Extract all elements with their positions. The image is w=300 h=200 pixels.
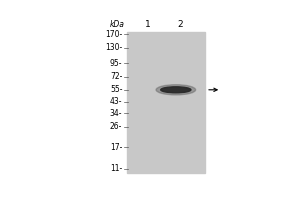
Ellipse shape	[161, 87, 191, 93]
Text: 26-: 26-	[110, 122, 122, 131]
Text: kDa: kDa	[110, 20, 125, 29]
Text: 43-: 43-	[110, 97, 122, 106]
Text: 34-: 34-	[110, 109, 122, 118]
Text: 11-: 11-	[110, 164, 122, 173]
Ellipse shape	[156, 85, 196, 95]
Text: 95-: 95-	[110, 59, 122, 68]
Text: 55-: 55-	[110, 85, 122, 94]
Bar	[127, 32, 205, 173]
Text: 170-: 170-	[105, 30, 122, 39]
Text: 2: 2	[178, 20, 183, 29]
Text: 130-: 130-	[105, 43, 122, 52]
Text: 1: 1	[145, 20, 151, 29]
Text: 17-: 17-	[110, 143, 122, 152]
Text: 72-: 72-	[110, 72, 122, 81]
